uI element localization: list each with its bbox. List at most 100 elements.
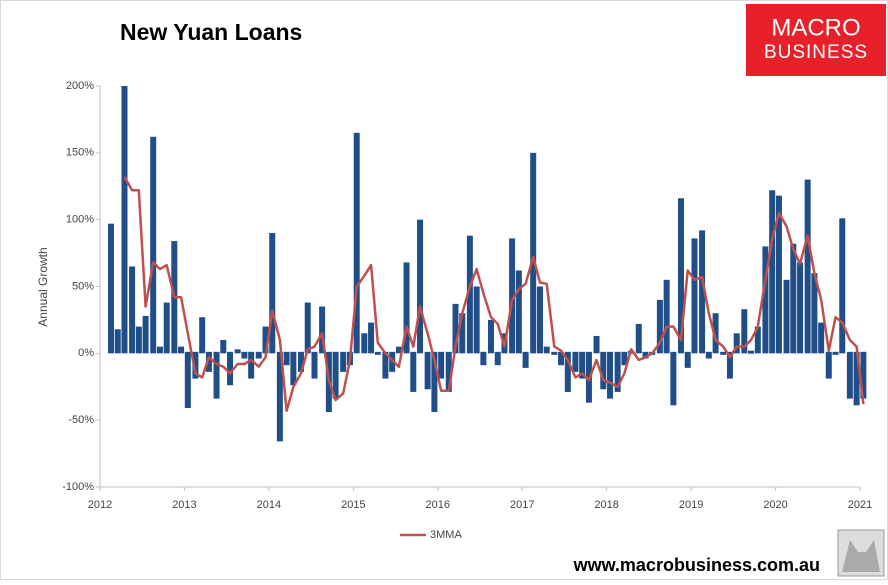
bar xyxy=(558,351,565,366)
bar xyxy=(754,326,761,354)
bar xyxy=(227,351,234,386)
bar xyxy=(642,351,649,359)
bar xyxy=(452,303,459,354)
bar xyxy=(515,270,522,354)
bar xyxy=(205,351,212,372)
bar xyxy=(135,326,142,354)
bar xyxy=(241,351,248,359)
bar xyxy=(494,351,501,366)
bar xyxy=(129,266,136,354)
x-tick-label: 2016 xyxy=(426,499,450,511)
bar xyxy=(530,152,537,354)
logo-text: BUSINESS xyxy=(764,42,868,63)
bar xyxy=(304,302,311,354)
bar xyxy=(522,351,529,368)
bar xyxy=(319,306,326,354)
bar xyxy=(712,313,719,354)
bar xyxy=(445,351,452,392)
x-tick-label: 2021 xyxy=(848,499,872,511)
bar xyxy=(395,346,402,354)
bar xyxy=(234,349,241,354)
bar xyxy=(262,326,269,354)
bar xyxy=(593,335,600,354)
bar xyxy=(178,346,185,354)
x-tick-label: 2018 xyxy=(594,499,618,511)
bar xyxy=(424,351,431,390)
y-tick-label: 150% xyxy=(66,147,94,159)
bar xyxy=(150,136,157,354)
bar xyxy=(670,351,677,406)
logo-box xyxy=(746,4,886,76)
bar xyxy=(741,309,748,354)
bar xyxy=(192,351,199,379)
bar xyxy=(220,339,227,354)
bar xyxy=(248,351,255,379)
bar xyxy=(600,351,607,390)
bar xyxy=(853,351,860,406)
bar xyxy=(417,219,424,354)
bar xyxy=(340,351,347,372)
bar xyxy=(762,246,769,354)
bar xyxy=(473,286,480,354)
bar xyxy=(353,132,360,354)
bar xyxy=(156,346,163,354)
bar xyxy=(459,313,466,354)
bar xyxy=(769,190,776,354)
bar xyxy=(466,235,473,354)
bar xyxy=(255,351,262,359)
bar xyxy=(621,351,628,366)
bar xyxy=(818,322,825,354)
bar xyxy=(579,351,586,379)
bar xyxy=(790,243,797,354)
y-tick-label: 50% xyxy=(72,280,94,292)
chart-title: New Yuan Loans xyxy=(120,19,302,45)
bar xyxy=(797,262,804,354)
bar xyxy=(276,351,283,442)
bar xyxy=(199,317,206,354)
bar xyxy=(663,279,670,354)
x-tick-label: 2017 xyxy=(510,499,534,511)
bar xyxy=(839,218,846,354)
bar xyxy=(748,350,755,354)
bar xyxy=(860,351,867,399)
bar xyxy=(536,286,543,354)
y-tick-label: 0% xyxy=(78,347,94,359)
bar xyxy=(311,351,318,379)
bar xyxy=(283,351,290,366)
bar xyxy=(184,351,191,408)
bar xyxy=(431,351,438,412)
bar xyxy=(107,223,114,354)
bar xyxy=(572,351,579,372)
bar xyxy=(677,198,684,354)
bar xyxy=(705,351,712,359)
bar xyxy=(726,351,733,379)
bar xyxy=(614,351,621,392)
legend-label: 3MMA xyxy=(430,529,462,541)
bar xyxy=(438,351,445,379)
bar xyxy=(410,351,417,392)
bar xyxy=(269,233,276,354)
bar xyxy=(564,351,571,392)
y-tick-label: -50% xyxy=(68,414,94,426)
y-tick-label: 100% xyxy=(66,214,94,226)
wolf-icon xyxy=(842,540,880,572)
bar xyxy=(656,299,663,354)
bar xyxy=(480,351,487,366)
bar xyxy=(487,319,494,354)
bar xyxy=(832,351,839,355)
bar xyxy=(213,351,220,399)
bar xyxy=(783,279,790,354)
y-tick-label: 200% xyxy=(66,80,94,92)
bar xyxy=(368,322,375,354)
x-tick-label: 2015 xyxy=(341,499,365,511)
bar xyxy=(684,351,691,368)
footer-url: www.macrobusiness.com.au xyxy=(573,555,820,575)
bar xyxy=(691,238,698,354)
bar xyxy=(720,351,727,355)
bar xyxy=(551,351,558,355)
bar xyxy=(825,351,832,379)
bar xyxy=(846,351,853,399)
line xyxy=(123,176,865,413)
bar xyxy=(290,351,297,386)
